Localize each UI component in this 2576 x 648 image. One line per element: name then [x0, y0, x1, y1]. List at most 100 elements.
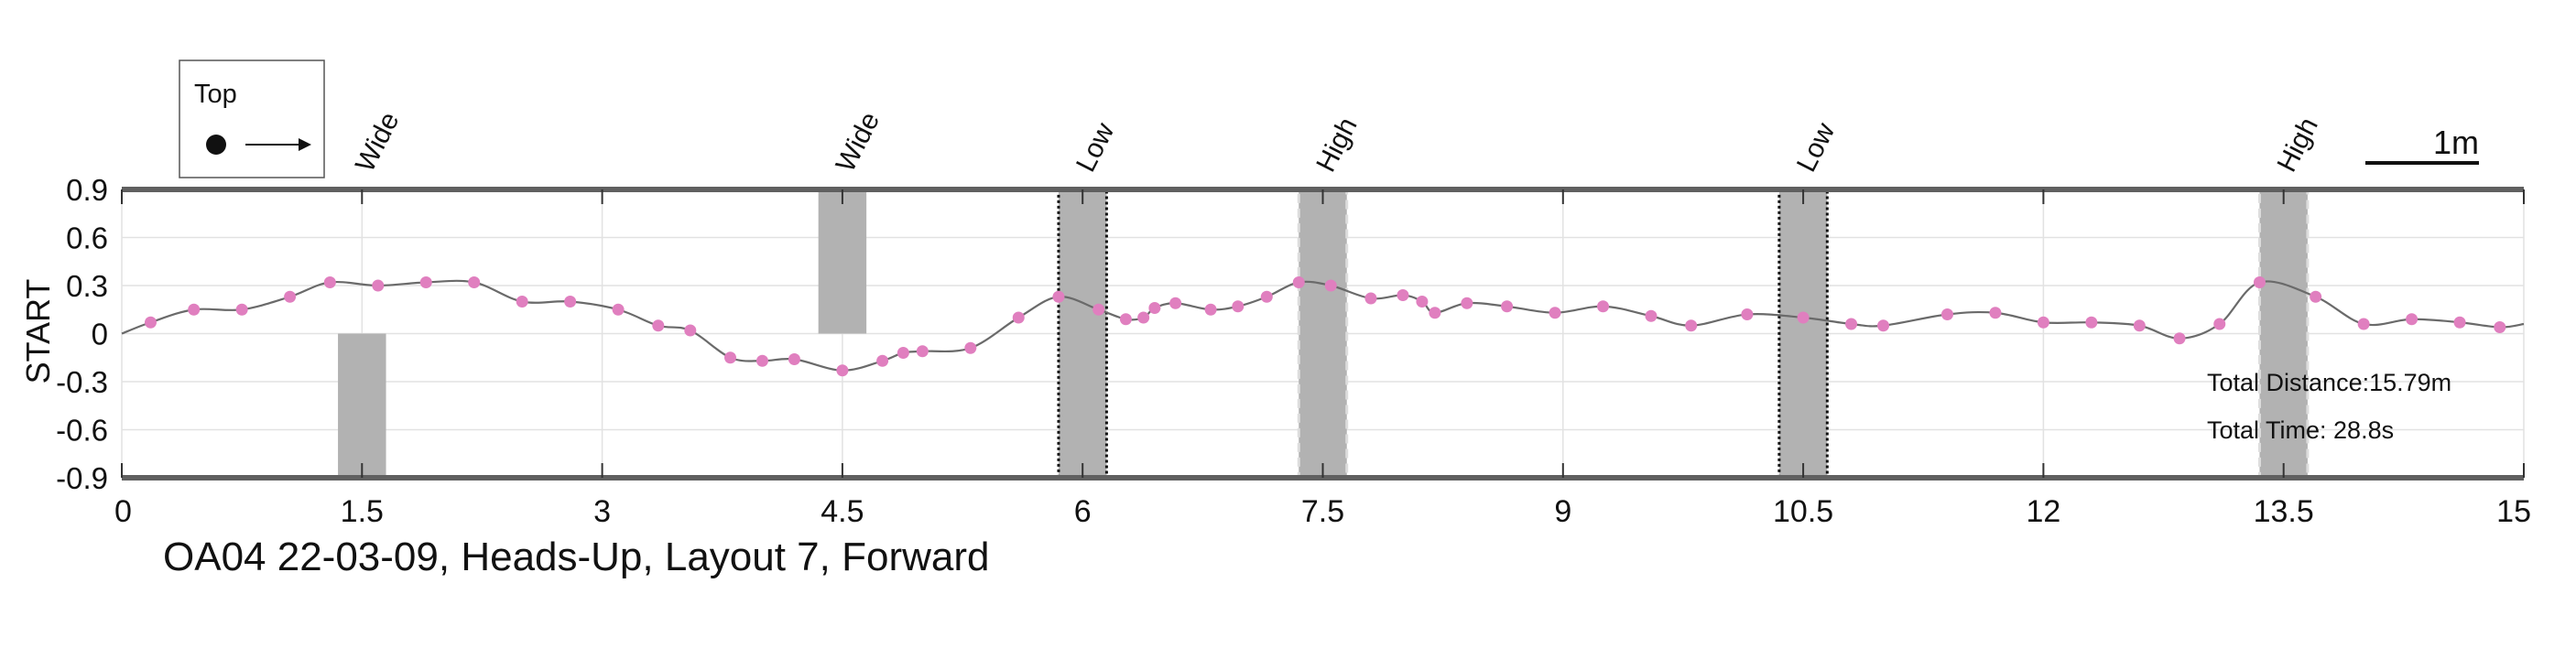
trajectory-point: [1260, 290, 1273, 303]
legend-dot-icon: [206, 135, 226, 155]
x-tick-label: 3: [593, 494, 611, 529]
trajectory-point: [1989, 307, 2002, 319]
y-axis-label: START: [19, 279, 57, 384]
x-tick-label: 4.5: [821, 494, 864, 529]
trajectory-marker-layer: [144, 276, 2506, 377]
trajectory-point: [1364, 292, 1377, 305]
trajectory-point: [1292, 276, 1305, 288]
trajectory-point: [1549, 307, 1561, 319]
trajectory-point: [836, 364, 849, 377]
x-tick-label: 1.5: [341, 494, 384, 529]
trajectory-point: [188, 303, 201, 316]
legend-label: Top: [194, 80, 237, 109]
legend-box: [179, 59, 325, 178]
x-tick-label: 10.5: [1773, 494, 1833, 529]
trajectory-point: [2133, 319, 2146, 332]
trajectory-point: [235, 303, 248, 316]
trajectory-point: [1461, 297, 1473, 309]
trajectory-point: [1501, 300, 1514, 313]
trajectory-point: [1845, 318, 1858, 330]
obstacle-label-6: High: [2272, 113, 2324, 177]
trajectory-point: [1429, 307, 1441, 319]
x-tick-label: 12: [2026, 494, 2060, 529]
trajectory-point: [723, 351, 736, 364]
trajectory-point: [2310, 290, 2322, 303]
trajectory-point: [468, 276, 481, 288]
y-tick-label: -0.6: [56, 414, 108, 448]
trajectory-point: [684, 324, 697, 337]
obstacle-layer: [338, 188, 2310, 480]
trajectory-point: [2253, 276, 2266, 288]
trajectory-point: [1137, 311, 1150, 324]
obstacle-bar-6: [2259, 189, 2308, 478]
y-tick-label: 0.6: [66, 221, 108, 255]
scale-bar-label: 1m: [2433, 124, 2479, 161]
trajectory-point: [1645, 309, 1658, 322]
trajectory-point: [144, 316, 157, 329]
trajectory-point: [2357, 318, 2370, 330]
trajectory-point: [755, 354, 768, 367]
total-time-annotation: Total Time: 28.8s: [2207, 416, 2394, 444]
trajectory-point: [2085, 316, 2098, 329]
trajectory-point: [1012, 311, 1025, 324]
obstacle-bar-1: [338, 333, 386, 478]
chart-title: OA04 22-03-09, Heads-Up, Layout 7, Forwa…: [163, 535, 989, 579]
trajectory-point: [1416, 296, 1429, 308]
trajectory-point: [876, 354, 889, 367]
trajectory-point: [652, 319, 665, 332]
trajectory-point: [1597, 300, 1610, 313]
trajectory-point: [1232, 300, 1245, 313]
trajectory-point: [2173, 332, 2186, 345]
trajectory-point: [1741, 308, 1754, 320]
obstacle-label-layer: Wide Wide Low High Low High: [350, 107, 2324, 177]
trajectory-point: [2213, 318, 2226, 330]
trajectory-point: [1797, 311, 1810, 324]
trajectory-point: [564, 296, 577, 308]
total-distance-annotation: Total Distance:15.79m: [2207, 369, 2451, 396]
trajectory-point: [323, 276, 336, 288]
trajectory-point: [2037, 316, 2049, 329]
trajectory-point: [1092, 303, 1105, 316]
x-tick-label: 13.5: [2254, 494, 2314, 529]
trajectory-point: [1052, 290, 1065, 303]
y-tick-label: 0.9: [66, 173, 108, 207]
trajectory-point: [1148, 302, 1161, 314]
trajectory-point: [516, 296, 528, 308]
obstacle-label-1: Wide: [350, 107, 405, 177]
obstacle-bar-5: [1778, 189, 1828, 478]
trajectory-point: [1397, 289, 1409, 301]
x-tick-label: 9: [1554, 494, 1571, 529]
obstacle-label-4: High: [1310, 113, 1363, 177]
trajectory-point: [372, 279, 385, 292]
x-tick-label: 6: [1074, 494, 1092, 529]
obstacle-label-2: Wide: [831, 107, 886, 177]
trajectory-point: [1324, 279, 1337, 292]
legend: Top: [179, 59, 325, 178]
axis-ticks-layer: 0.90.60.30-0.3-0.6-0.90 1.5 3 4.5 6 7.5 9 10.5 1…: [56, 173, 2531, 529]
obstacle-bar-2: [818, 189, 867, 334]
trajectory-point: [1204, 303, 1217, 316]
trajectory-point: [1685, 319, 1698, 332]
legend-arrowhead-icon: [299, 138, 311, 151]
obstacle-label-5: Low: [1791, 118, 1842, 177]
trajectory-point: [1119, 313, 1132, 326]
trajectory-point: [2494, 321, 2506, 333]
obstacle-label-3: Low: [1071, 118, 1121, 177]
y-tick-label: 0.3: [66, 269, 108, 303]
obstacle-bar-3: [1058, 189, 1107, 478]
y-tick-label: -0.9: [56, 461, 108, 495]
trajectory-point: [788, 353, 800, 365]
trajectory-point: [1169, 297, 1182, 309]
trajectory-point: [1940, 308, 1953, 320]
trajectory-point: [1877, 319, 1890, 332]
y-tick-label: 0: [92, 318, 108, 351]
trajectory-point: [284, 290, 297, 303]
trajectory-point: [2406, 313, 2418, 326]
x-tick-label: 0: [114, 494, 132, 529]
trajectory-point: [916, 345, 929, 358]
trajectory-point: [964, 341, 977, 354]
trajectory-point: [2453, 316, 2466, 329]
trajectory-point: [612, 303, 625, 316]
